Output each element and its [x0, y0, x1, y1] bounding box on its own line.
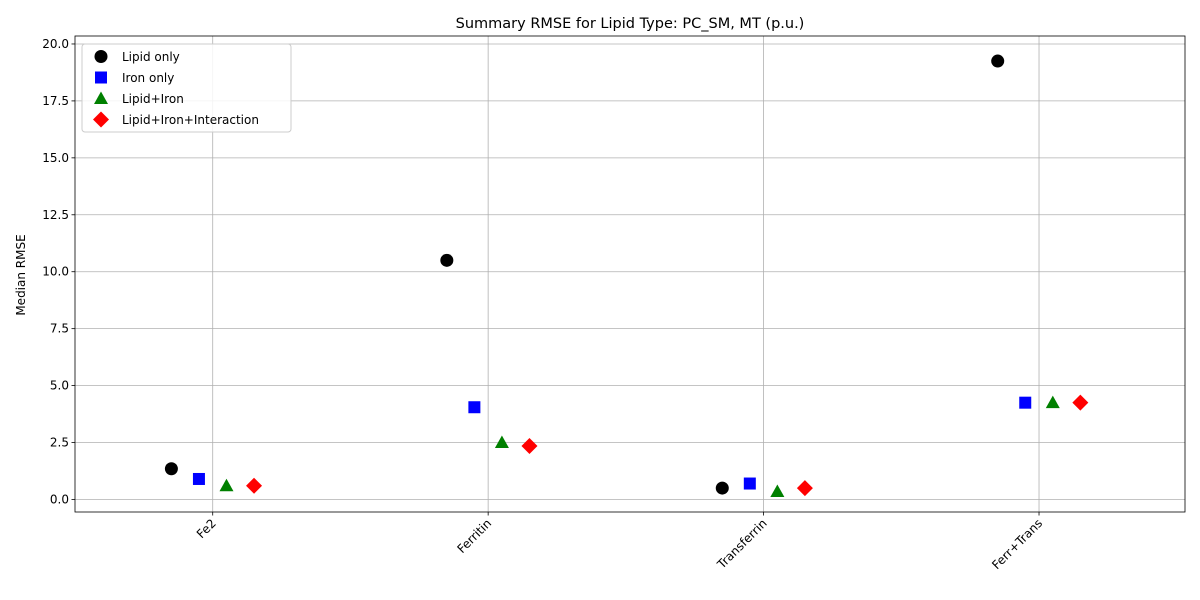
y-tick-label: 20.0	[42, 37, 69, 51]
legend-label: Lipid+Iron	[122, 92, 184, 106]
data-point-circle	[715, 481, 729, 495]
legend-marker-square	[95, 71, 107, 84]
y-tick-label: 2.5	[50, 436, 69, 450]
data-point-square	[468, 401, 481, 414]
data-point-triangle	[494, 435, 509, 449]
y-tick-label: 5.0	[50, 379, 69, 393]
y-tick-label: 12.5	[42, 208, 69, 222]
data-point-square	[743, 477, 756, 490]
legend-marker-triangle	[94, 91, 108, 104]
legend-label: Lipid only	[122, 50, 180, 64]
y-tick-label: 7.5	[50, 322, 69, 336]
data-point-diamond	[521, 437, 538, 454]
x-tick-label: Ferritin	[454, 516, 494, 556]
marks-layer	[164, 54, 1089, 498]
y-tick-label: 17.5	[42, 94, 69, 108]
x-tick-label: Transferrin	[714, 516, 770, 572]
data-point-triangle	[219, 478, 234, 492]
chart-title: Summary RMSE for Lipid Type: PC_SM, MT (…	[456, 16, 805, 32]
y-tick-label: 15.0	[42, 151, 69, 165]
legend: Lipid only Iron only Lipid+Iron Lipid+Iron+…	[81, 43, 292, 133]
plot-frame	[74, 35, 1186, 513]
data-point-square	[1019, 396, 1032, 409]
data-point-circle	[164, 462, 178, 476]
data-point-circle	[440, 253, 454, 267]
y-tick-label: 0.0	[50, 492, 69, 506]
data-point-diamond	[1072, 394, 1089, 411]
legend-marker-diamond	[93, 111, 109, 128]
legend-marker-circle	[94, 50, 108, 63]
legend-label: Lipid+Iron+Interaction	[122, 113, 259, 127]
data-point-diamond	[796, 480, 813, 497]
legend-box	[81, 43, 292, 133]
data-point-triangle	[1045, 395, 1060, 409]
y-tick-label: 10.0	[42, 265, 69, 279]
y-axis-title: Median RMSE	[14, 234, 28, 315]
data-point-square	[192, 472, 205, 485]
x-tick-label: Ferr+Trans	[989, 516, 1045, 572]
legend-label: Iron only	[122, 71, 174, 85]
data-point-circle	[991, 54, 1005, 68]
data-point-diamond	[246, 477, 263, 494]
data-point-triangle	[770, 484, 785, 498]
x-tick-label: Fe2	[194, 516, 219, 541]
grid-layer	[75, 36, 1185, 512]
